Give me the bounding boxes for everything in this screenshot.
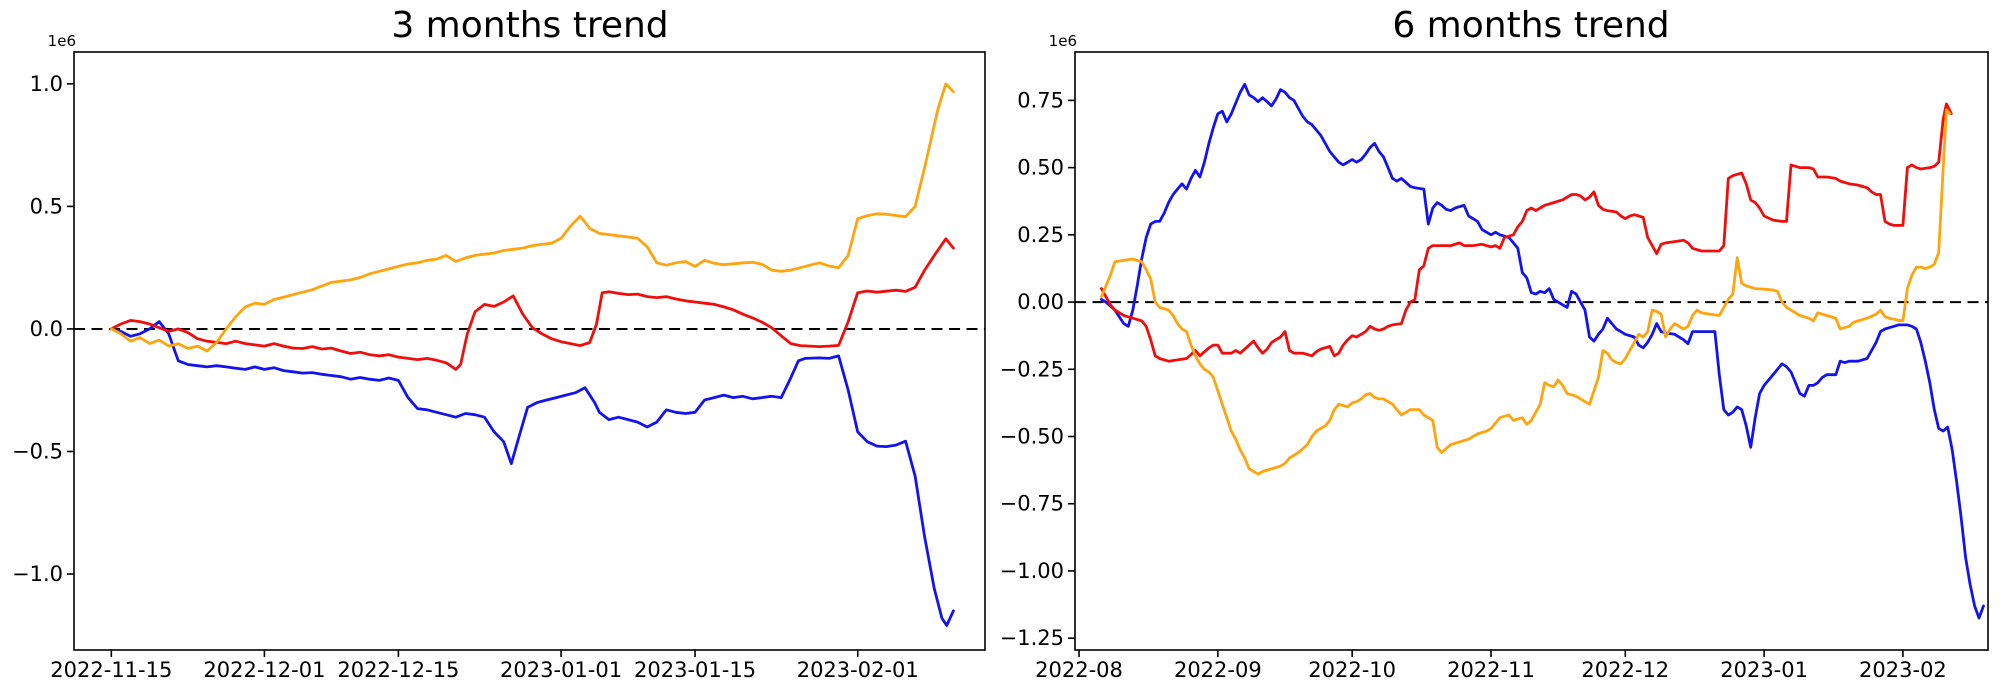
y-tick-label: 0.25 <box>1017 223 1064 247</box>
left-axis-offset-label: 1e6 <box>48 32 76 50</box>
x-tick-label: 2022-12 <box>1581 658 1669 682</box>
y-tick-label: −1.25 <box>1000 626 1064 650</box>
x-tick-label: 2023-01-01 <box>500 658 622 682</box>
y-tick-label: −1.00 <box>1000 559 1064 583</box>
y-tick-label: 0.0 <box>30 317 63 341</box>
chart-1: 2022-08 2022-09 2022-10 2022-11 2022-12 2023-… <box>1000 51 1989 682</box>
y-tick-label: 0.75 <box>1017 88 1064 112</box>
x-tick-label: 2022-09 <box>1174 658 1262 682</box>
x-tick-label: 2023-01-15 <box>634 658 756 682</box>
series-line-blue <box>1100 82 1985 620</box>
y-tick-label: 0.00 <box>1017 290 1064 314</box>
right-axis-offset-label: 1e6 <box>1049 32 1077 50</box>
axes-frame <box>73 51 986 651</box>
series-line-red <box>1100 102 1953 363</box>
y-tick-label: −0.50 <box>1000 425 1064 449</box>
series-line-blue <box>109 320 955 627</box>
x-tick-label: 2023-01 <box>1720 658 1808 682</box>
y-tick-label: 1.0 <box>30 72 63 96</box>
y-tick-label: −0.75 <box>1000 492 1064 516</box>
series-line-orange <box>1100 108 1952 476</box>
y-tick-label: 0.5 <box>30 194 63 218</box>
series-line-red <box>109 237 955 371</box>
axes-frame <box>1074 51 1989 651</box>
left-chart-title: 3 months trend <box>391 5 668 46</box>
x-tick-label: 2022-08 <box>1035 658 1123 682</box>
x-tick-label: 2022-11-15 <box>50 658 172 682</box>
chart-0: 2022-11-15 2022-12-01 2022-12-15 2023-01-01… <box>12 51 986 682</box>
x-tick-label: 2023-02 <box>1859 658 1947 682</box>
y-tick-label: −0.5 <box>12 439 63 463</box>
charts-render-root: 2022-11-15 2022-12-01 2022-12-15 2023-01-01… <box>12 51 1989 682</box>
x-tick-label: 2022-10 <box>1308 658 1396 682</box>
right-chart-title: 6 months trend <box>1392 5 1669 46</box>
x-tick-label: 2022-11 <box>1447 658 1535 682</box>
x-tick-label: 2022-12-15 <box>337 658 459 682</box>
x-tick-label: 2023-02-01 <box>797 658 919 682</box>
y-tick-label: −1.0 <box>12 562 63 586</box>
y-tick-label: 0.50 <box>1017 156 1064 180</box>
y-tick-label: −0.25 <box>1000 357 1064 381</box>
series-line-orange <box>109 82 955 353</box>
x-tick-label: 2022-12-01 <box>203 658 325 682</box>
